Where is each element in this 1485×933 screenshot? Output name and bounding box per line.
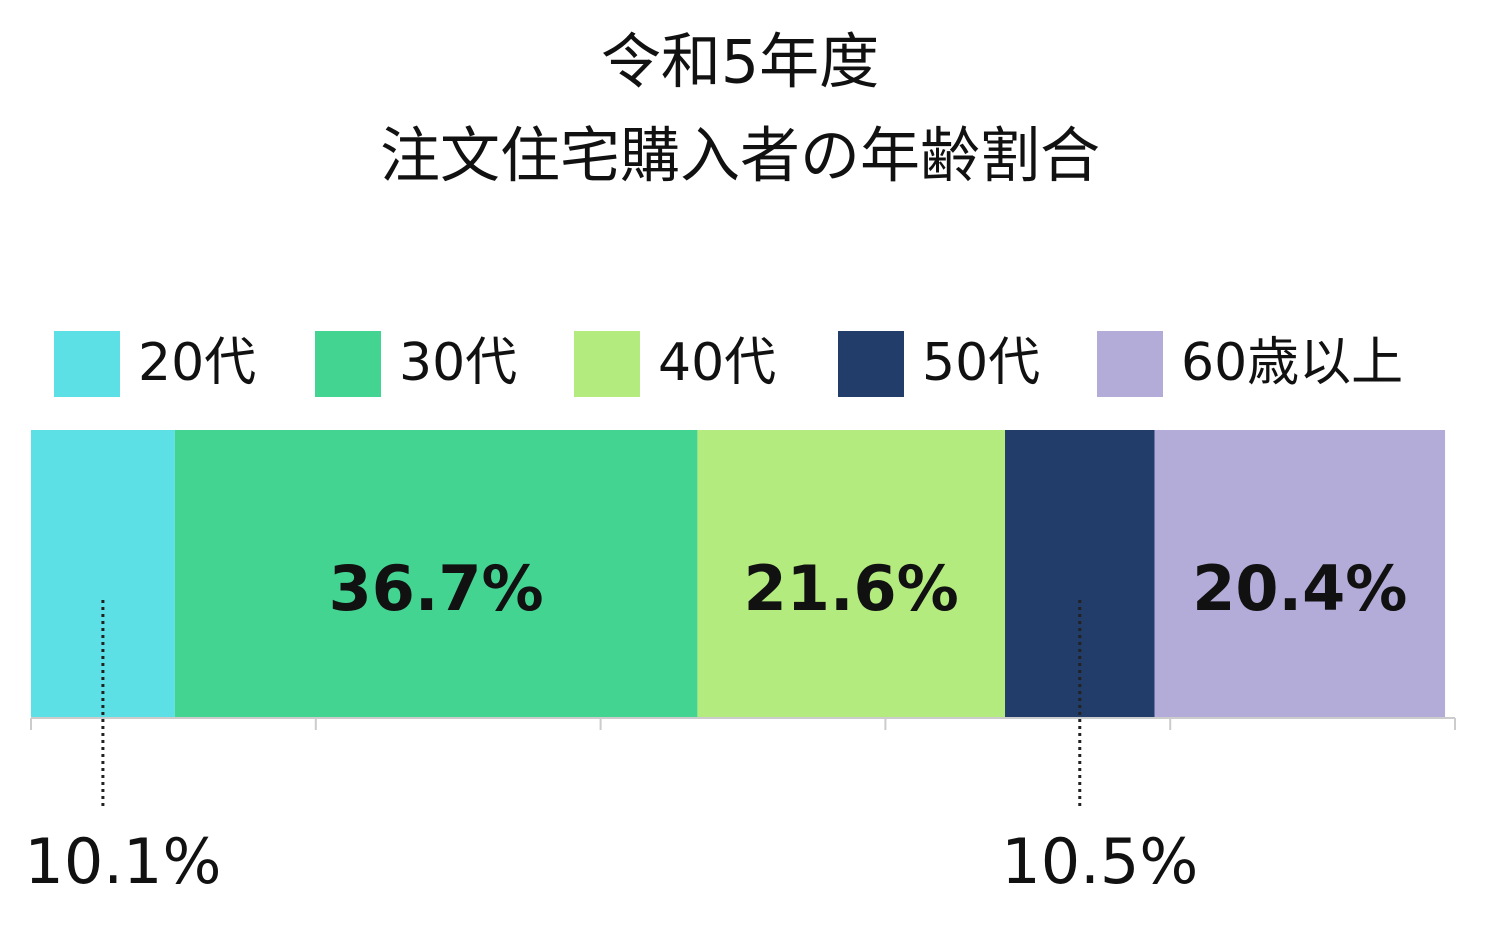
data-label: 20.4% (1192, 552, 1407, 625)
legend-label: 30代 (399, 333, 517, 393)
bar-segment (31, 430, 175, 718)
legend-swatch (838, 331, 904, 397)
bar-segment (174, 430, 698, 718)
data-label: 10.5% (1001, 825, 1198, 898)
bar-segment (697, 430, 1006, 718)
legend-swatch (1097, 331, 1163, 397)
chart-title: 注文住宅購入者の年齢割合 (380, 122, 1100, 192)
legend-label: 60歳以上 (1181, 333, 1403, 393)
data-label: 21.6% (744, 552, 959, 625)
legend-swatch (574, 331, 640, 397)
bar-segment (1154, 430, 1446, 718)
data-label: 36.7% (329, 552, 544, 625)
legend-swatch (54, 331, 120, 397)
legend-label: 20代 (138, 333, 256, 393)
data-label: 10.1% (24, 825, 221, 898)
legend-label: 50代 (922, 333, 1040, 393)
legend-swatch (315, 331, 381, 397)
bar-segment (1005, 430, 1155, 718)
chart-title: 令和5年度 (601, 28, 879, 98)
legend-label: 40代 (658, 333, 776, 393)
